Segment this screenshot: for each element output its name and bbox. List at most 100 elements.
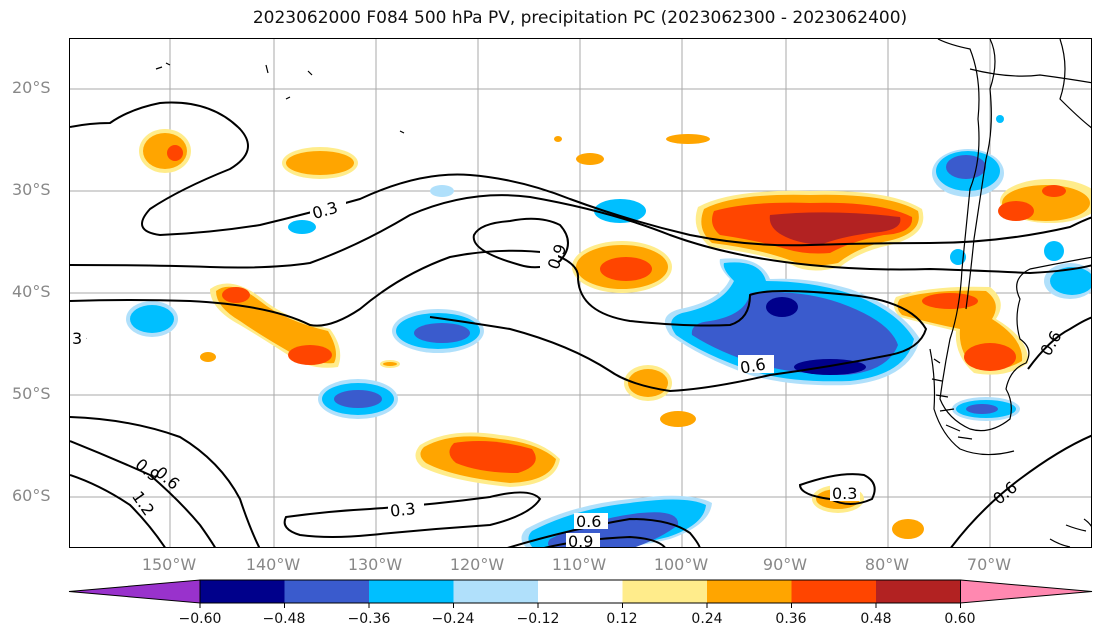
colorbar-ticks — [199, 603, 961, 608]
precip-blob — [554, 136, 562, 142]
lat-label-20s: 20°S — [12, 78, 51, 97]
contour-label: 0.3 — [389, 499, 416, 521]
colorbar-outline — [199, 579, 961, 604]
precip-blob — [998, 201, 1034, 221]
border-line — [969, 68, 1091, 84]
precip-blob — [222, 287, 250, 303]
pv-contour — [70, 249, 928, 393]
precip-blob — [288, 220, 316, 234]
lon-label-140w: 140°W — [245, 555, 301, 574]
lat-label-60s: 60°S — [12, 486, 51, 505]
precip-blob — [1042, 185, 1066, 197]
pv-contour — [70, 416, 261, 547]
colorbar-segment — [622, 580, 707, 603]
pv-contour-0.3 — [70, 101, 1091, 247]
colorbar-label: −0.24 — [431, 611, 475, 627]
colorbar-label: 0.48 — [860, 611, 892, 627]
pv-contour — [70, 440, 216, 547]
coastline-islands — [155, 62, 405, 134]
precip-blob — [769, 212, 901, 245]
precip-negative — [126, 115, 1091, 547]
precip-blob — [288, 345, 332, 365]
precip-blob — [766, 297, 798, 317]
map-title: 2023062000 F084 500 hPa PV, precipitatio… — [252, 8, 908, 28]
contour-label: 3 — [72, 329, 82, 348]
lon-label-110w: 110°W — [551, 555, 607, 574]
lon-label-90w: 90°W — [762, 555, 808, 574]
coastline-south-america — [937, 39, 1091, 432]
lon-label-120w: 120°W — [449, 555, 505, 574]
colorbar-label: −0.60 — [178, 611, 222, 627]
colorbar-label: −0.12 — [516, 611, 560, 627]
contour-label: 0.6 — [576, 512, 601, 531]
colorbar-label: 0.60 — [944, 611, 976, 627]
precip-blob — [383, 362, 397, 366]
colorbar-label: 0.36 — [775, 611, 807, 627]
precip-blob — [594, 199, 646, 223]
precip-blob — [167, 145, 183, 161]
coastline-islands — [1049, 518, 1091, 547]
contour-label-bg — [540, 241, 558, 271]
precip-blob — [1044, 241, 1064, 261]
precip-blob — [996, 115, 1004, 123]
precip-blob — [286, 151, 354, 175]
colorbar-label: 0.24 — [691, 611, 723, 627]
precip-blob — [200, 352, 216, 362]
pv-contour — [70, 194, 1091, 275]
precip-blob — [922, 293, 978, 309]
contour-label-bg — [388, 501, 424, 519]
lat-label-40s: 40°S — [12, 282, 51, 301]
colorbar-label: 0.12 — [606, 611, 638, 627]
precip-blob — [334, 390, 382, 408]
precip-blob — [966, 404, 998, 414]
precip-blob — [660, 411, 696, 427]
pv-contour — [70, 474, 166, 547]
pv-contour-0.6 — [507, 517, 701, 547]
colorbar-label: −0.48 — [262, 611, 306, 627]
contour-label: 0.6 — [739, 354, 767, 377]
lon-label-100w: 100°W — [653, 555, 709, 574]
precip-blob — [1050, 267, 1091, 295]
coastlines — [155, 39, 1091, 547]
colorbar-extend-max — [960, 579, 1093, 604]
colorbar-segment — [707, 580, 792, 603]
colorbar-segment — [369, 580, 454, 603]
lon-label-70w: 70°W — [966, 555, 1012, 574]
contour-label-bg — [566, 533, 600, 547]
pv-contour-0.3 — [798, 473, 876, 505]
precip-blob — [414, 323, 470, 343]
lon-label-80w: 80°W — [864, 555, 910, 574]
precip-blob — [892, 519, 924, 539]
lon-label-130w: 130°W — [347, 555, 403, 574]
contour-label: 0.9 — [568, 532, 593, 548]
contour-label-bg — [310, 199, 346, 217]
contour-label-bg — [738, 355, 774, 373]
colorbar-segment — [791, 580, 876, 603]
colorbar-extend-min — [68, 579, 201, 604]
precip-blob — [449, 441, 536, 473]
pv-contour-0.6 — [950, 434, 1091, 547]
lat-label-50s: 50°S — [12, 384, 51, 403]
precip-blob — [946, 155, 986, 179]
precip-blob — [430, 185, 454, 197]
contour-label-bg — [70, 329, 86, 347]
precip-blob — [600, 257, 652, 281]
pv-contours — [70, 101, 1091, 547]
colorbar-segment — [200, 580, 285, 603]
pv-contour-0.3 — [283, 491, 542, 538]
border-line — [965, 39, 996, 310]
precip-blob — [130, 305, 174, 333]
contour-label: 0.3 — [832, 484, 857, 503]
colorbar-segment — [284, 580, 369, 603]
colorbar-segments — [68, 579, 1093, 604]
colorbar-label: −0.36 — [347, 611, 391, 627]
map-svg: 0.3 0.9 0.6 3 0.6 0.9 1.2 0.3 0.6 0.9 0.… — [70, 39, 1091, 548]
precip-blob — [666, 134, 710, 144]
border-line — [1059, 39, 1091, 129]
colorbar-segment — [538, 580, 623, 603]
colorbar-segment — [876, 580, 961, 603]
contour-label-bg — [830, 485, 860, 501]
precip-blob — [950, 249, 966, 265]
precip-blob — [964, 343, 1016, 371]
